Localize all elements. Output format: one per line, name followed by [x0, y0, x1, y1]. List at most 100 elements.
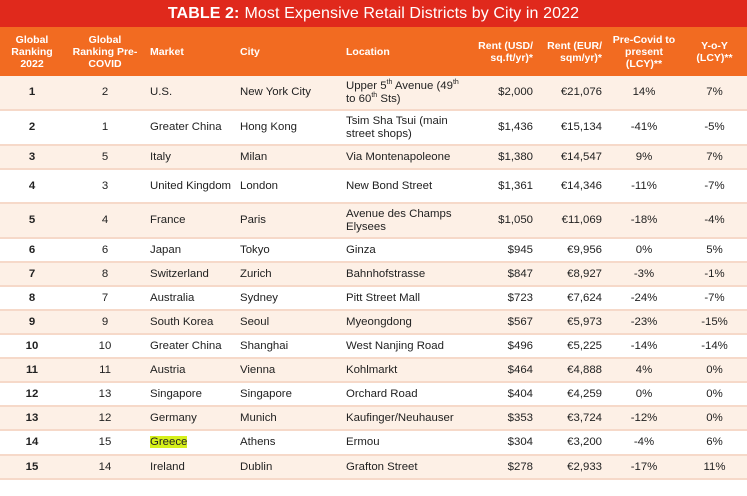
- city-cell: Paris: [236, 203, 342, 239]
- yoy-change-cell: 5%: [682, 238, 747, 263]
- market-cell: Australia: [146, 286, 236, 311]
- city-cell: Dublin: [236, 455, 342, 480]
- header-row: Global Ranking 2022 Global Ranking Pre-C…: [0, 27, 747, 76]
- rank-2022-cell: 3: [0, 145, 64, 170]
- rank-2022-cell: 7: [0, 262, 64, 287]
- pre-covid-change-cell: -11%: [606, 169, 682, 204]
- rent-usd-cell: $1,361: [468, 169, 537, 204]
- city-cell: Tokyo: [236, 238, 342, 263]
- pre-covid-change-cell: 4%: [606, 358, 682, 383]
- rank-pre-covid-cell: 12: [64, 406, 146, 431]
- yoy-change-cell: 7%: [682, 145, 747, 170]
- location-cell: West Nanjing Road: [342, 334, 468, 359]
- table-title-text: Most Expensive Retail Districts by City …: [244, 4, 580, 22]
- market-cell: Austria: [146, 358, 236, 383]
- yoy-change-cell: -4%: [682, 203, 747, 239]
- table-body: 1 2 U.S. New York City Upper 5th Avenue (49t…: [0, 76, 747, 480]
- rank-pre-covid-cell: 10: [64, 334, 146, 359]
- highlighted-market-text: Greece: [150, 436, 188, 448]
- table-row: 8 7 Australia Sydney Pitt Street Mall $723 €7,…: [0, 286, 747, 311]
- market-cell: South Korea: [146, 310, 236, 335]
- city-cell: Hong Kong: [236, 110, 342, 146]
- yoy-change-cell: 0%: [682, 406, 747, 431]
- market-cell: United Kingdom: [146, 169, 236, 204]
- location-cell: Grafton Street: [342, 455, 468, 480]
- yoy-change-cell: -7%: [682, 169, 747, 204]
- yoy-change-cell: -15%: [682, 310, 747, 335]
- rank-pre-covid-cell: 2: [64, 76, 146, 111]
- rank-2022-cell: 8: [0, 286, 64, 311]
- rank-2022-cell: 6: [0, 238, 64, 263]
- rank-2022-cell: 10: [0, 334, 64, 359]
- rent-eur-cell: €3,200: [537, 430, 606, 456]
- table-row: 14 15 Greece Athens Ermou $304 €3,200 -4% 6%: [0, 430, 747, 456]
- rent-eur-cell: €14,346: [537, 169, 606, 204]
- rank-pre-covid-cell: 3: [64, 169, 146, 204]
- rent-usd-cell: $353: [468, 406, 537, 431]
- yoy-change-cell: 11%: [682, 455, 747, 480]
- location-cell: Upper 5th Avenue (49th to 60th Sts): [342, 76, 468, 111]
- rank-pre-covid-cell: 13: [64, 382, 146, 407]
- city-cell: Singapore: [236, 382, 342, 407]
- rank-2022-cell: 11: [0, 358, 64, 383]
- location-cell: Pitt Street Mall: [342, 286, 468, 311]
- pre-covid-change-cell: 0%: [606, 238, 682, 263]
- table-row: 12 13 Singapore Singapore Orchard Road $404 €4…: [0, 382, 747, 407]
- pre-covid-change-cell: 0%: [606, 382, 682, 407]
- rent-eur-cell: €5,225: [537, 334, 606, 359]
- rank-2022-cell: 2: [0, 110, 64, 146]
- yoy-change-cell: 7%: [682, 76, 747, 111]
- rent-usd-cell: $464: [468, 358, 537, 383]
- rank-2022-cell: 14: [0, 430, 64, 456]
- rent-eur-cell: €9,956: [537, 238, 606, 263]
- rent-eur-cell: €7,624: [537, 286, 606, 311]
- city-cell: New York City: [236, 76, 342, 111]
- header-rent-eur: Rent (EUR/ sqm/yr)*: [537, 27, 606, 76]
- market-cell: U.S.: [146, 76, 236, 111]
- rent-eur-cell: €3,724: [537, 406, 606, 431]
- rent-usd-cell: $304: [468, 430, 537, 456]
- rent-usd-cell: $496: [468, 334, 537, 359]
- rent-eur-cell: €2,933: [537, 455, 606, 480]
- market-cell: Switzerland: [146, 262, 236, 287]
- table-row: 1 2 U.S. New York City Upper 5th Avenue (49t…: [0, 76, 747, 111]
- header-global-ranking-pre-covid: Global Ranking Pre-COVID: [64, 27, 146, 76]
- rent-usd-cell: $945: [468, 238, 537, 263]
- table-row: 4 3 United Kingdom London New Bond Street $1,…: [0, 169, 747, 204]
- yoy-change-cell: -7%: [682, 286, 747, 311]
- yoy-change-cell: -1%: [682, 262, 747, 287]
- rent-usd-cell: $404: [468, 382, 537, 407]
- rent-eur-cell: €11,069: [537, 203, 606, 239]
- rent-eur-cell: €4,888: [537, 358, 606, 383]
- market-cell: Italy: [146, 145, 236, 170]
- rank-2022-cell: 1: [0, 76, 64, 111]
- pre-covid-change-cell: 14%: [606, 76, 682, 111]
- rank-2022-cell: 9: [0, 310, 64, 335]
- city-cell: Zurich: [236, 262, 342, 287]
- rent-usd-cell: $278: [468, 455, 537, 480]
- market-cell: France: [146, 203, 236, 239]
- rent-usd-cell: $1,380: [468, 145, 537, 170]
- table-row: 7 8 Switzerland Zurich Bahnhofstrasse $847 €8,…: [0, 262, 747, 287]
- rent-eur-cell: €5,973: [537, 310, 606, 335]
- retail-districts-table: Global Ranking 2022 Global Ranking Pre-C…: [0, 27, 747, 480]
- location-cell: Avenue des Champs Elysees: [342, 203, 468, 239]
- header-location: Location: [342, 27, 468, 76]
- rank-2022-cell: 5: [0, 203, 64, 239]
- pre-covid-change-cell: -12%: [606, 406, 682, 431]
- rank-pre-covid-cell: 11: [64, 358, 146, 383]
- rank-pre-covid-cell: 7: [64, 286, 146, 311]
- yoy-change-cell: 0%: [682, 358, 747, 383]
- table-row: 15 14 Ireland Dublin Grafton Street $278 €2,93…: [0, 455, 747, 480]
- city-cell: Seoul: [236, 310, 342, 335]
- table-row: 9 9 South Korea Seoul Myeongdong $567 €5,973 -2…: [0, 310, 747, 335]
- rank-2022-cell: 4: [0, 169, 64, 204]
- table-row: 2 1 Greater China Hong Kong Tsim Sha Tsui (m…: [0, 110, 747, 146]
- location-cell: Myeongdong: [342, 310, 468, 335]
- pre-covid-change-cell: -14%: [606, 334, 682, 359]
- pre-covid-change-cell: -3%: [606, 262, 682, 287]
- rent-eur-cell: €15,134: [537, 110, 606, 146]
- location-cell: Tsim Sha Tsui (main street shops): [342, 110, 468, 146]
- header-market: Market: [146, 27, 236, 76]
- rank-pre-covid-cell: 1: [64, 110, 146, 146]
